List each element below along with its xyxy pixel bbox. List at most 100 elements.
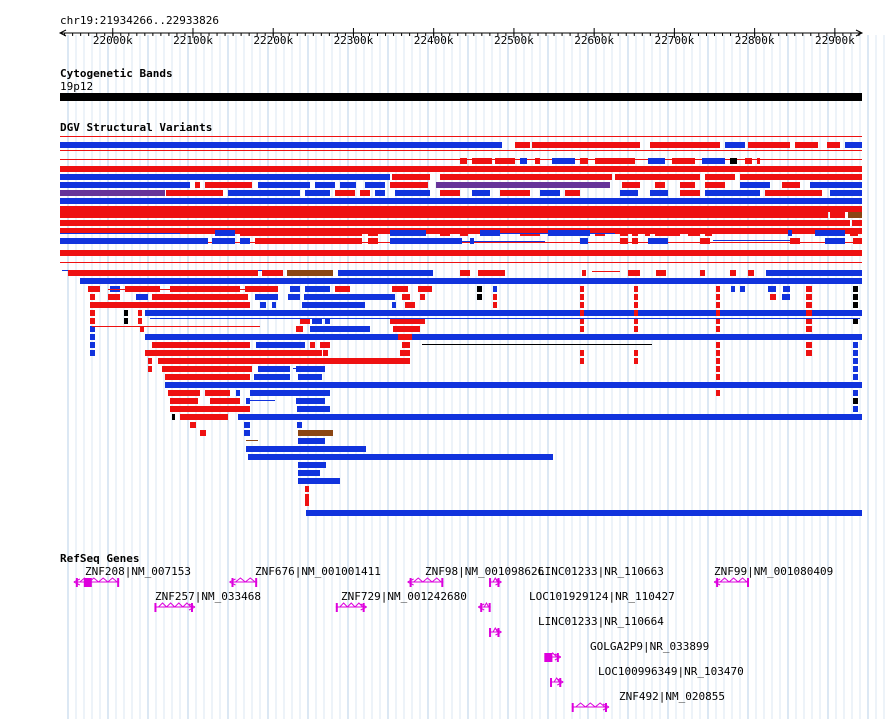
sv-feature[interactable] bbox=[162, 366, 252, 372]
sv-feature[interactable] bbox=[853, 398, 858, 404]
sv-feature[interactable] bbox=[298, 430, 333, 436]
sv-feature[interactable] bbox=[298, 438, 325, 444]
sv-feature[interactable] bbox=[200, 430, 206, 436]
sv-feature[interactable] bbox=[205, 182, 252, 188]
sv-feature[interactable] bbox=[90, 342, 95, 348]
sv-feature[interactable] bbox=[622, 182, 640, 188]
sv-feature[interactable] bbox=[853, 286, 858, 292]
sv-feature[interactable] bbox=[580, 318, 584, 324]
sv-feature[interactable] bbox=[620, 238, 628, 244]
sv-feature[interactable] bbox=[580, 294, 584, 300]
sv-feature[interactable] bbox=[60, 190, 165, 196]
sv-feature[interactable] bbox=[853, 294, 858, 300]
sv-feature[interactable] bbox=[716, 310, 720, 316]
gene-label[interactable]: GOLGA2P9|NR_033899 bbox=[590, 640, 710, 653]
gene-label[interactable]: LINC01233|NR_110664 bbox=[538, 615, 664, 628]
sv-feature[interactable] bbox=[853, 238, 862, 244]
sv-feature[interactable] bbox=[158, 358, 410, 364]
sv-feature[interactable] bbox=[580, 302, 584, 308]
sv-feature[interactable] bbox=[170, 406, 250, 412]
sv-feature[interactable] bbox=[205, 390, 230, 396]
sv-feature[interactable] bbox=[312, 318, 322, 324]
sv-feature[interactable] bbox=[246, 446, 366, 452]
sv-feature[interactable] bbox=[190, 422, 196, 428]
sv-feature[interactable] bbox=[790, 238, 800, 244]
sv-feature[interactable] bbox=[645, 230, 650, 236]
sv-feature[interactable] bbox=[580, 238, 588, 244]
sv-feature[interactable] bbox=[136, 294, 148, 300]
sv-feature[interactable] bbox=[716, 326, 720, 332]
sv-feature[interactable] bbox=[580, 326, 584, 332]
sv-feature[interactable] bbox=[255, 238, 362, 244]
sv-feature[interactable] bbox=[477, 294, 482, 300]
sv-feature[interactable] bbox=[60, 198, 862, 204]
sv-feature[interactable] bbox=[500, 190, 530, 196]
sv-feature[interactable] bbox=[298, 454, 308, 460]
sv-feature[interactable] bbox=[580, 286, 584, 292]
sv-feature[interactable] bbox=[360, 190, 370, 196]
dgv-track-title[interactable]: DGV Structural Variants bbox=[60, 121, 213, 134]
sv-feature[interactable] bbox=[580, 350, 584, 356]
sv-feature[interactable] bbox=[60, 238, 208, 244]
sv-feature[interactable] bbox=[170, 398, 198, 404]
sv-feature[interactable] bbox=[716, 318, 720, 324]
sv-feature[interactable] bbox=[305, 500, 309, 506]
sv-feature[interactable] bbox=[650, 142, 720, 148]
sv-feature[interactable] bbox=[628, 270, 640, 276]
cytoband-track-title[interactable]: Cytogenetic Bands bbox=[60, 67, 173, 80]
sv-feature[interactable] bbox=[228, 190, 300, 196]
sv-feature[interactable] bbox=[853, 406, 858, 412]
gene-label[interactable]: LINC01233|NR_110663 bbox=[538, 565, 664, 578]
sv-feature[interactable] bbox=[392, 302, 396, 308]
sv-feature[interactable] bbox=[853, 302, 858, 308]
sv-feature[interactable] bbox=[853, 390, 858, 396]
sv-feature[interactable] bbox=[806, 350, 812, 356]
sv-feature[interactable] bbox=[680, 190, 700, 196]
sv-feature[interactable] bbox=[210, 398, 240, 404]
sv-feature[interactable] bbox=[827, 142, 840, 148]
gene-label[interactable]: ZNF99|NM_001080409 bbox=[714, 565, 834, 578]
sv-feature[interactable] bbox=[757, 158, 760, 164]
sv-feature[interactable] bbox=[716, 294, 720, 300]
sv-feature[interactable] bbox=[185, 414, 228, 420]
sv-feature[interactable] bbox=[80, 278, 862, 284]
sv-feature[interactable] bbox=[310, 342, 315, 348]
sv-feature[interactable] bbox=[740, 182, 770, 188]
sv-feature[interactable] bbox=[634, 294, 638, 300]
sv-feature[interactable] bbox=[495, 158, 515, 164]
sv-feature[interactable] bbox=[768, 286, 776, 292]
sv-feature[interactable] bbox=[148, 366, 152, 372]
sv-feature[interactable] bbox=[238, 414, 862, 420]
sv-feature[interactable] bbox=[306, 510, 862, 516]
sv-feature[interactable] bbox=[248, 454, 553, 460]
sv-feature[interactable] bbox=[655, 182, 665, 188]
sv-feature[interactable] bbox=[304, 294, 395, 300]
sv-feature[interactable] bbox=[165, 374, 250, 380]
sv-feature[interactable] bbox=[315, 182, 335, 188]
gene-label[interactable]: ZNF98|NM_001098626 bbox=[425, 565, 545, 578]
sv-feature[interactable] bbox=[795, 142, 818, 148]
sv-feature[interactable] bbox=[305, 494, 309, 500]
sv-feature[interactable] bbox=[245, 286, 278, 292]
sv-feature[interactable] bbox=[634, 326, 638, 332]
sv-feature[interactable] bbox=[440, 190, 460, 196]
sv-feature[interactable] bbox=[60, 250, 862, 256]
sv-feature[interactable] bbox=[615, 174, 700, 180]
sv-feature[interactable] bbox=[236, 390, 240, 396]
sv-feature[interactable] bbox=[323, 350, 328, 356]
sv-feature[interactable] bbox=[256, 342, 305, 348]
sv-feature[interactable] bbox=[850, 230, 858, 236]
sv-feature[interactable] bbox=[195, 182, 200, 188]
refseq-track-title[interactable]: RefSeq Genes bbox=[60, 552, 140, 565]
sv-feature[interactable] bbox=[725, 142, 745, 148]
sv-feature[interactable] bbox=[305, 190, 330, 196]
sv-feature[interactable] bbox=[853, 350, 858, 356]
sv-feature[interactable] bbox=[250, 390, 330, 396]
sv-feature[interactable] bbox=[298, 374, 322, 380]
sv-feature[interactable] bbox=[634, 350, 638, 356]
sv-feature[interactable] bbox=[168, 390, 200, 396]
sv-feature[interactable] bbox=[296, 398, 325, 404]
sv-feature[interactable] bbox=[172, 414, 175, 420]
